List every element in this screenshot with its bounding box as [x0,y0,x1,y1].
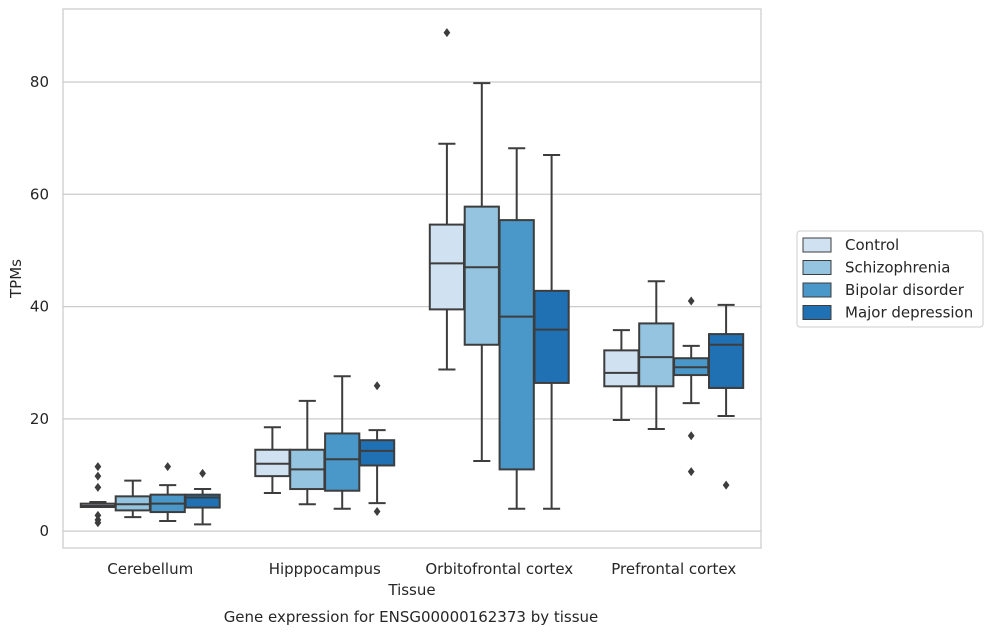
outlier-point [164,462,172,472]
outlier-point [199,468,206,478]
y-tick-label: 40 [30,298,49,316]
box-schizophrenia [638,280,675,430]
box-bipolar-disorder [498,147,535,510]
legend-swatch [802,305,832,320]
box-body [603,349,640,388]
x-axis-label: Tissue [387,581,435,599]
box-control [603,329,640,421]
box-body [324,432,361,492]
box-schizophrenia [289,399,326,506]
boxes [79,28,745,528]
box-body [533,289,570,384]
x-tick-labels: Cerebellum Hipppocampus Orbitofrontal cort… [107,560,736,578]
x-tick-label: Cerebellum [107,560,193,578]
legend-swatch [802,237,832,253]
box-major-depression [358,381,396,517]
y-tick-label: 80 [30,73,49,91]
gridlines [63,81,761,532]
outlier-point [373,507,381,517]
x-tick-label: Prefrontal cortex [611,560,736,578]
box-body [707,333,745,389]
legend-swatch [802,282,832,298]
box-body [358,439,396,467]
outlier-point [373,381,381,391]
box-schizophrenia [463,82,500,462]
outlier-point [94,462,102,472]
y-tick-labels: 0 20 40 60 80 [30,73,49,540]
plot-frame [62,8,762,549]
outlier-point [94,510,102,520]
legend-frame [796,230,984,328]
chart-caption: Gene expression for ENSG00000162373 by t… [224,608,599,626]
y-axis-label: TPMs [7,259,25,299]
outlier-point [687,467,695,477]
box-major-depression [184,468,221,526]
x-tick-label: Hipppocampus [269,560,381,578]
box-control [254,426,291,494]
legend-label: Bipolar disorder [845,281,965,299]
x-tick-label: Orbitofrontal cortex [425,560,573,578]
outlier-point [722,480,730,490]
box-control [428,28,466,371]
outlier-point [687,296,695,306]
outlier-point [94,471,102,481]
box-body [638,322,675,388]
legend-label: Schizophrenia [845,259,950,277]
box-bipolar-disorder [673,296,710,477]
box-body [463,205,500,346]
box-body [428,223,466,311]
legend-swatch [802,260,832,275]
outlier-point [94,482,102,492]
y-tick-label: 60 [30,185,49,203]
box-major-depression [533,153,570,510]
box-control [79,462,117,528]
box-bipolar-disorder [149,462,186,523]
legend: Control Schizophrenia Bipolar disorder Majo… [796,230,984,328]
y-tick-label: 0 [39,522,49,540]
legend-label: Control [845,236,899,254]
box-body [498,219,535,471]
box-major-depression [707,303,745,490]
outlier-point [443,28,451,38]
legend-label: Major depression [845,304,973,322]
outlier-point [687,431,695,441]
box-schizophrenia [114,479,151,519]
y-tick-label: 20 [30,410,49,428]
box-bipolar-disorder [324,375,361,510]
